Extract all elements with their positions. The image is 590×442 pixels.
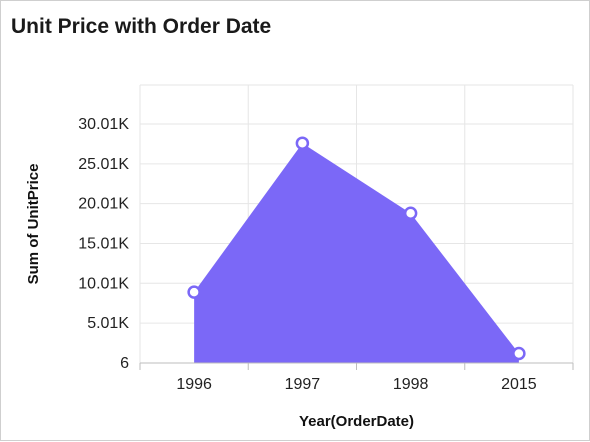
x-tick-label: 1998 (393, 376, 429, 393)
y-tick-label: 6 (120, 355, 129, 372)
chart-title: Unit Price with Order Date (11, 15, 272, 38)
data-point-1996 (187, 285, 201, 299)
data-point-2015 (512, 346, 526, 361)
area-series (194, 143, 519, 363)
y-tick-label: 10.01K (78, 275, 129, 292)
y-tick-label: 30.01K (78, 116, 129, 133)
x-tick-label: 1996 (176, 376, 212, 393)
x-tick-label: 1997 (285, 376, 321, 393)
axes (139, 362, 574, 370)
y-tick-label: 5.01K (87, 315, 129, 332)
y-axis-title: Sum of UnitPrice (25, 164, 42, 285)
y-tick-label: 20.01K (78, 196, 129, 213)
data-markers (187, 136, 526, 361)
data-point-1997 (295, 136, 310, 150)
x-axis-title: Year(OrderDate) (299, 413, 414, 430)
y-tick-labels: 6 5.01K 10.01K 15.01K 20.01K 25.01K 30.01K (78, 116, 129, 372)
x-tick-label: 2015 (501, 376, 537, 393)
x-tick-labels: 1996 1997 1998 2015 (176, 376, 536, 393)
y-tick-label: 15.01K (78, 235, 129, 252)
area-fill (194, 143, 519, 363)
data-point-1998 (403, 206, 418, 221)
y-tick-label: 25.01K (78, 156, 129, 173)
